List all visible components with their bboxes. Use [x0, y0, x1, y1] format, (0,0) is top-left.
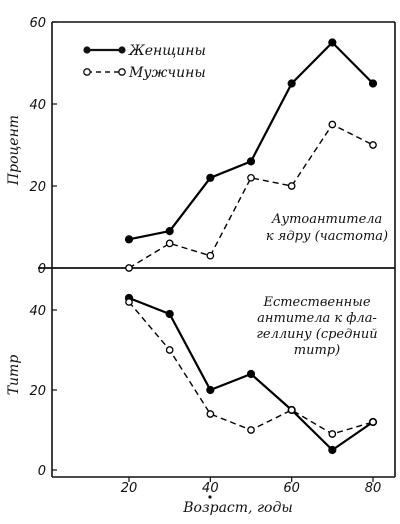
panel-2-women-point-50	[246, 369, 256, 379]
panel-1-men-point-50	[247, 173, 255, 182]
legend-men-label: Мужчины	[128, 65, 206, 81]
panel-1-men-point-20	[125, 264, 133, 272]
legend-women-marker-right	[118, 46, 126, 54]
panel-1-women-point-60	[287, 79, 296, 88]
panel-2-y-tick-label-0: 0	[38, 464, 46, 479]
panel-1-women-point-30	[165, 227, 174, 236]
panel-1-women-point-20	[124, 235, 134, 244]
panel-1-men-point-80	[369, 141, 377, 149]
panel-1-men-point-70	[328, 120, 337, 129]
panel-1-y-tick-label-40: 40	[29, 98, 46, 113]
bottom-panel-annotation-line-1: Естественные	[262, 295, 370, 310]
panel-1-men-point-40	[206, 251, 215, 260]
top-panel-annotation-line-2: к ядру (частота)	[266, 229, 388, 244]
panel-2-men-point-50	[247, 426, 255, 434]
x-axis-label-dot	[208, 495, 212, 499]
panel-2-men-point-30	[165, 346, 174, 354]
x-tick-label-60: 60	[283, 481, 300, 496]
panel-2-y-tick-label-40: 40	[29, 304, 46, 319]
bottom-panel-annotation-line-2: антитела к фла-	[257, 311, 377, 326]
x-tick-label-80: 80	[365, 481, 382, 496]
panel-2-women-point-70	[328, 445, 337, 455]
x-tick-label-20: 20	[121, 481, 138, 496]
panel-1-men-point-60	[287, 182, 296, 190]
chart-marks: 20 40 60 80 0 20 40 60 0 20 40	[29, 16, 381, 496]
x-axis-label: Возраст, годы	[182, 500, 292, 516]
panel-1-women-point-40	[206, 173, 215, 182]
panel-2-women-point-30	[165, 309, 174, 319]
panel-1-y-tick-label-0: 0	[38, 262, 46, 277]
top-panel-annotation-line-1: Аутоантитела	[271, 212, 383, 227]
x-tick-label-40: 40	[202, 481, 219, 496]
panel-1-women-point-50	[246, 157, 256, 166]
panel-2-men-point-20	[125, 298, 133, 306]
top-panel-ylabel: Процент	[6, 115, 22, 186]
panel-1-series-men-line	[128, 123, 374, 269]
legend-women-label: Женщины	[128, 43, 206, 59]
panel-2-men-point-70	[328, 430, 337, 438]
panel-1-women-point-70	[328, 38, 337, 47]
legend-women-marker-left	[83, 46, 91, 54]
panel-1-y-tick-label-20: 20	[29, 180, 46, 195]
panel-2-women-point-40	[206, 385, 215, 395]
legend-men-marker-left	[83, 68, 91, 76]
bottom-panel-annotation-line-4: титр)	[294, 343, 340, 358]
panel-2-y-tick-label-20: 20	[29, 384, 46, 399]
bottom-panel-ylabel: Титр	[6, 355, 22, 396]
panel-2-men-point-80	[369, 418, 377, 426]
panel-1-women-point-80	[368, 79, 378, 88]
panel-1-men-point-30	[165, 239, 174, 248]
legend-men-marker-right	[118, 68, 126, 76]
panel-2-men-point-60	[287, 406, 296, 414]
bottom-panel-annotation-line-3: геллину (средний	[256, 327, 377, 342]
panel-1-y-tick-label-60: 60	[29, 16, 46, 31]
panel-2-men-point-40	[206, 410, 215, 418]
